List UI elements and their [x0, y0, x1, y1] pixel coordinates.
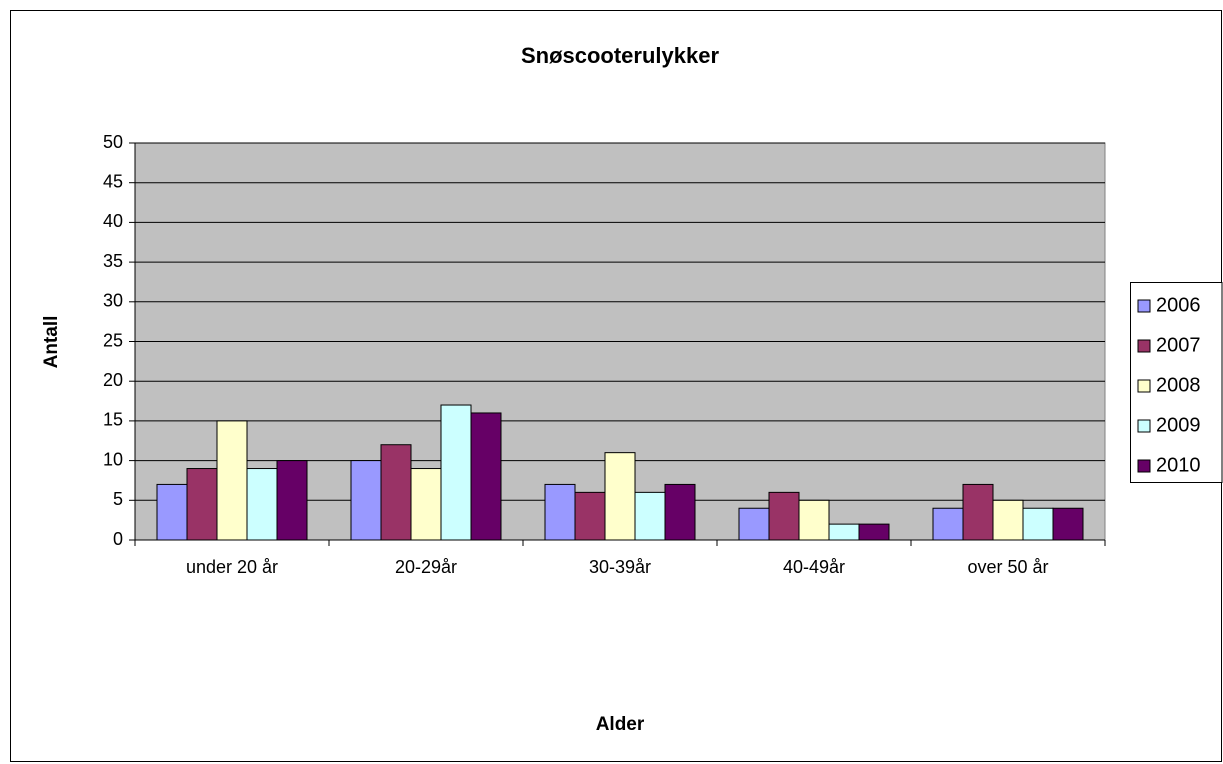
bar — [574, 491, 606, 541]
legend-label: 2009 — [1156, 414, 1201, 436]
bar — [962, 483, 994, 541]
legend-label: 2006 — [1156, 294, 1201, 316]
bar — [798, 499, 830, 541]
y-tick-label: 40 — [103, 211, 123, 231]
bar — [186, 468, 218, 541]
bar — [932, 507, 964, 541]
bar — [350, 460, 382, 541]
y-tick-label: 0 — [113, 529, 123, 549]
bar — [858, 523, 890, 541]
legend-label: 2010 — [1156, 454, 1201, 476]
bar — [410, 468, 442, 541]
y-tick-label: 35 — [103, 251, 123, 271]
y-tick-label: 50 — [103, 132, 123, 152]
y-tick-label: 25 — [103, 330, 123, 350]
y-tick-label: 10 — [103, 449, 123, 469]
x-axis-label: Alder — [596, 714, 645, 735]
x-tick-label: 20-29år — [395, 557, 457, 577]
y-tick-label: 30 — [103, 291, 123, 311]
x-tick-label: 40-49år — [783, 557, 845, 577]
bar — [216, 420, 248, 541]
legend-swatch — [1137, 379, 1151, 393]
bar — [246, 468, 278, 541]
bar — [664, 483, 696, 541]
bar — [276, 460, 308, 541]
bar — [156, 483, 188, 541]
bar — [992, 499, 1024, 541]
bar — [768, 491, 800, 541]
bar — [604, 452, 636, 541]
x-tick-label: 30-39år — [589, 557, 651, 577]
legend-label: 2007 — [1156, 334, 1201, 356]
y-tick-label: 20 — [103, 370, 123, 390]
bar — [440, 404, 472, 541]
bar — [544, 483, 576, 541]
bar — [828, 523, 860, 541]
bar — [470, 412, 502, 541]
y-tick-label: 15 — [103, 410, 123, 430]
bar — [380, 444, 412, 541]
y-tick-label: 45 — [103, 171, 123, 191]
chart-title: Snøscooterulykker — [521, 43, 720, 68]
x-tick-label: over 50 år — [967, 557, 1048, 577]
bar — [738, 507, 770, 541]
legend-swatch — [1137, 299, 1151, 313]
bar — [1022, 507, 1054, 541]
bar — [634, 491, 666, 541]
y-tick-label: 5 — [113, 489, 123, 509]
legend-swatch — [1137, 339, 1151, 353]
bar — [1052, 507, 1084, 541]
legend-swatch — [1137, 419, 1151, 433]
legend-swatch — [1137, 459, 1151, 473]
legend-label: 2008 — [1156, 374, 1201, 396]
x-tick-label: under 20 år — [186, 557, 278, 577]
y-axis-label: Antall — [41, 316, 62, 369]
